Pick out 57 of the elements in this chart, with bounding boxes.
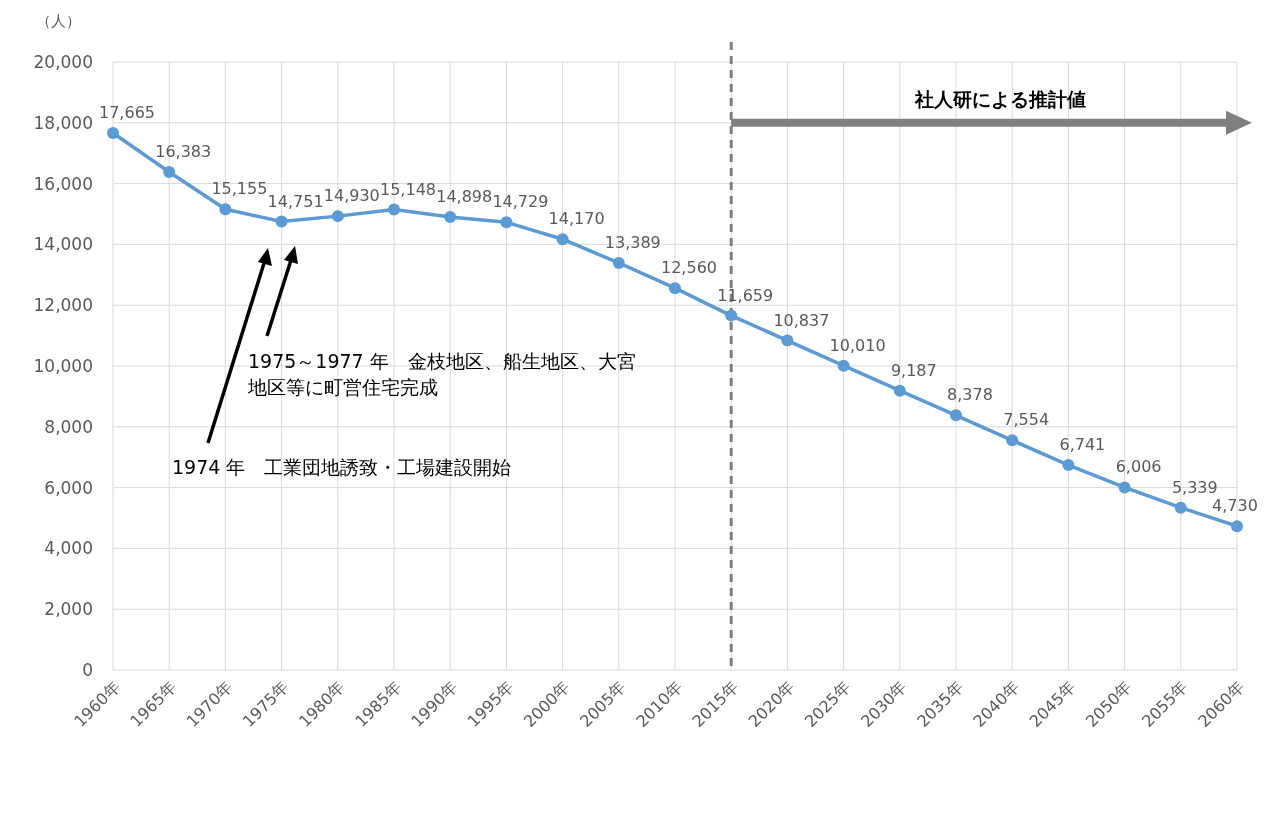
point	[669, 282, 681, 295]
y-tick-label: 2,000	[44, 599, 93, 620]
point	[1006, 434, 1019, 447]
point	[107, 126, 119, 139]
annotation: 1974 年 工業団地誘致・工場建設開始	[172, 455, 513, 480]
point	[331, 210, 344, 223]
y-tick-label: 6,000	[44, 477, 93, 498]
y-tick-label: 16,000	[33, 173, 93, 194]
data-label: 14,729	[492, 192, 549, 212]
point	[388, 203, 400, 216]
point	[500, 216, 513, 229]
data-label: 14,898	[436, 187, 493, 207]
data-label: 13,389	[604, 232, 661, 252]
point	[950, 409, 962, 422]
data-label: 11,659	[717, 285, 774, 305]
data-label: 4,730	[1212, 496, 1258, 516]
point	[781, 334, 794, 347]
data-label: 12,560	[661, 258, 717, 278]
data-label: 14,751	[267, 191, 324, 211]
annotation: 社人研による推計値	[913, 87, 1087, 112]
y-tick-label: 20,000	[33, 52, 93, 72]
y-tick-label: 8,000	[44, 416, 93, 437]
y-axis-title: （人）	[35, 12, 81, 30]
point	[275, 215, 288, 228]
data-label: 16,383	[155, 141, 212, 161]
y-tick-label: 18,000	[33, 112, 93, 133]
annotation: 1975～1977 年 金枝地区、船生地区、大宮地区等に町営住宅完成	[248, 349, 637, 400]
point	[837, 359, 850, 372]
data-label: 14,930	[323, 186, 380, 206]
point	[219, 203, 232, 216]
y-tick-label: 14,000	[33, 234, 93, 255]
data-label: 10,837	[773, 310, 830, 330]
data-label: 17,665	[99, 102, 155, 122]
point	[893, 384, 906, 397]
y-tick-label: 4,000	[44, 538, 93, 559]
data-label: 6,741	[1059, 435, 1106, 455]
data-label: 15,148	[380, 179, 436, 199]
data-label: 9,187	[890, 360, 937, 380]
point	[444, 211, 457, 224]
y-tick-label: 10,000	[33, 356, 93, 376]
data-label: 15,155	[211, 179, 268, 199]
y-tick-label: 0	[82, 660, 93, 680]
point	[1118, 481, 1131, 494]
data-label: 5,339	[1171, 477, 1218, 497]
data-label: 6,006	[1115, 457, 1162, 477]
data-label: 7,554	[1003, 410, 1050, 430]
data-label: 10,010	[829, 335, 886, 355]
point	[1062, 459, 1075, 472]
y-tick-label: 12,000	[33, 295, 93, 316]
point	[725, 309, 738, 322]
point	[1174, 501, 1187, 514]
point	[556, 233, 569, 246]
data-label: 8,378	[947, 385, 993, 405]
point	[612, 256, 625, 269]
point	[1231, 520, 1243, 533]
data-label: 14,170	[548, 209, 605, 229]
point	[163, 165, 176, 178]
